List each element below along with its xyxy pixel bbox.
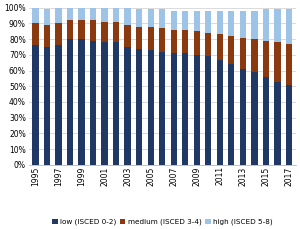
Bar <box>217 11 223 34</box>
Bar <box>263 9 269 41</box>
Bar <box>32 23 39 45</box>
Bar <box>194 55 200 165</box>
Bar <box>182 11 188 30</box>
Bar <box>113 42 119 165</box>
Bar <box>159 28 165 52</box>
Bar <box>274 9 280 42</box>
Bar <box>101 8 108 22</box>
Bar <box>148 9 154 27</box>
Bar <box>228 64 235 165</box>
Bar <box>44 9 50 25</box>
Bar <box>274 42 280 82</box>
Bar <box>90 8 96 20</box>
Bar <box>56 23 62 45</box>
Bar <box>148 27 154 50</box>
Bar <box>205 11 212 33</box>
Bar <box>148 50 154 165</box>
Bar <box>78 20 85 39</box>
Bar <box>171 30 177 53</box>
Bar <box>182 30 188 53</box>
Bar <box>251 72 257 165</box>
Bar <box>44 47 50 165</box>
Bar <box>286 9 292 44</box>
Bar <box>67 20 73 39</box>
Bar <box>251 39 257 72</box>
Bar <box>228 36 235 64</box>
Bar <box>113 8 119 22</box>
Bar <box>44 25 50 47</box>
Bar <box>90 41 96 165</box>
Bar <box>205 56 212 165</box>
Bar <box>205 33 212 56</box>
Bar <box>263 41 269 77</box>
Bar <box>217 60 223 165</box>
Bar <box>32 45 39 165</box>
Bar <box>274 82 280 165</box>
Bar <box>286 85 292 165</box>
Bar <box>194 31 200 55</box>
Bar <box>228 11 235 36</box>
Bar <box>78 8 85 20</box>
Bar <box>56 45 62 165</box>
Bar <box>101 42 108 165</box>
Bar <box>286 44 292 85</box>
Bar <box>136 27 142 49</box>
Bar <box>182 53 188 165</box>
Bar <box>263 77 269 165</box>
Bar <box>101 22 108 42</box>
Bar <box>90 20 96 41</box>
Bar <box>32 8 39 23</box>
Bar <box>136 9 142 27</box>
Bar <box>67 39 73 165</box>
Bar <box>124 8 131 25</box>
Bar <box>171 53 177 165</box>
Bar <box>171 11 177 30</box>
Bar <box>159 52 165 165</box>
Bar <box>240 69 246 165</box>
Bar <box>240 38 246 69</box>
Bar <box>251 11 257 39</box>
Bar <box>78 39 85 165</box>
Legend: low (ISCED 0-2), medium (ISCED 3-4), high (ISCED 5-8): low (ISCED 0-2), medium (ISCED 3-4), hig… <box>52 219 272 225</box>
Bar <box>124 25 131 47</box>
Bar <box>194 11 200 31</box>
Bar <box>56 8 62 23</box>
Bar <box>67 8 73 20</box>
Bar <box>136 49 142 165</box>
Bar <box>159 9 165 28</box>
Bar <box>124 47 131 165</box>
Bar <box>113 22 119 42</box>
Bar <box>217 34 223 60</box>
Bar <box>240 11 246 38</box>
